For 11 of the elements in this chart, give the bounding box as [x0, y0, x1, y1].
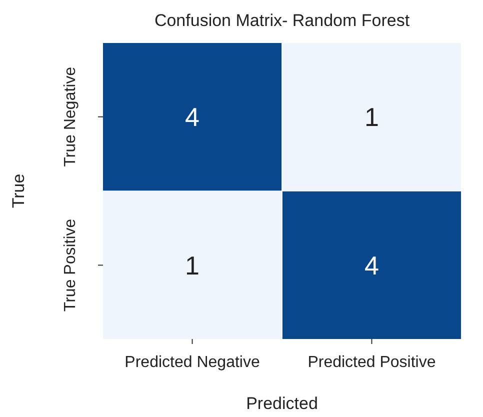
data-label: 4	[185, 102, 200, 132]
chart-title: Confusion Matrix- Random Forest	[154, 11, 410, 30]
y-tick-label: True Negative	[62, 66, 79, 167]
x-tick-label: Predicted Negative	[124, 354, 260, 371]
data-label: 4	[364, 250, 379, 280]
y-tick-label: True Positive	[62, 218, 79, 312]
y-axis-title: True	[9, 174, 28, 208]
x-axis-title: Predicted	[246, 394, 318, 413]
x-tick-label: Predicted Positive	[308, 354, 436, 371]
data-label: 1	[364, 102, 379, 132]
data-label: 1	[185, 250, 200, 280]
